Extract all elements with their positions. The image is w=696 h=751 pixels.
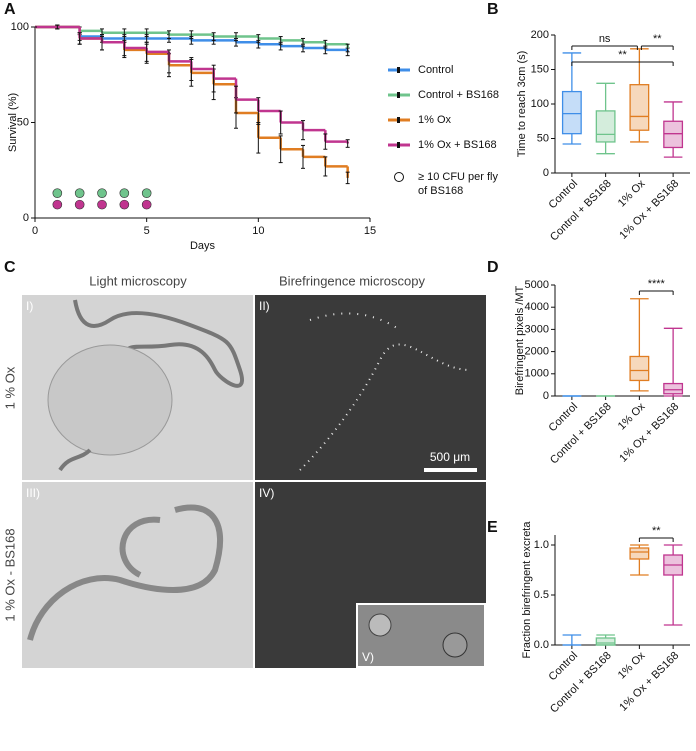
x-axis-label: Days [190,240,216,252]
y-tick-label: 4000 [525,301,549,313]
gut-shape [73,299,244,388]
significance-label: ** [652,525,661,537]
box [629,547,650,560]
cfu-marker [97,199,107,210]
box [561,90,582,135]
cfu-marker [74,199,85,210]
cfu-marker [52,188,63,198]
legend-marker [397,117,400,123]
cfu-marker [74,188,85,198]
panel-tag: V) [362,650,374,664]
y-tick-label: 5000 [525,279,549,291]
y-tick-label: 1.0 [534,539,549,551]
gut-shape [27,504,223,641]
y-tick-label: 100 [531,98,549,110]
legend-label: Control [418,64,453,76]
legend-label: Control + BS168 [418,89,499,101]
legend-marker [394,172,404,182]
column-title: Light microscopy [89,273,187,288]
legend-marker [397,92,400,98]
x-tick-label: 1% Ox [616,649,648,681]
y-tick-label: 2000 [525,346,549,358]
box [595,637,616,646]
image-birefringence [255,295,486,480]
gut-shape [47,344,173,456]
panel-tag: II) [259,299,270,313]
x-tick-label: 1% Ox [616,400,648,432]
x-tick-label: Control [546,650,580,684]
significance-label: ** [653,33,662,45]
panel-tag: I) [26,299,33,313]
legend-marker [397,67,400,73]
x-tick-label: Control + BS168 [548,650,614,716]
x-tick-label: 1% Ox [616,177,648,209]
inset-crystal [368,613,392,637]
box [663,120,684,149]
y-tick-label: 100 [11,21,29,33]
legend-label: 1% Ox [418,114,452,126]
row-label: 1 % Ox [2,366,17,409]
x-tick-label: 1% Ox + BS168 [617,401,681,465]
legend-label: of BS168 [418,185,463,197]
significance-label: ns [599,33,611,45]
x-tick-label: 1% Ox + BS168 [617,650,681,714]
panel-tag: IV) [259,486,274,500]
y-axis-label: Fraction birefringent excreta [521,521,533,659]
box [629,84,650,131]
significance-label: **** [648,278,666,290]
y-tick-label: 0 [23,212,29,224]
y-tick-label: 200 [531,29,549,41]
box [629,355,650,382]
y-axis-label: Birefringent pixels /MT [514,286,526,396]
gut-shape [58,448,92,472]
y-tick-label: 3000 [525,323,549,335]
panel-label: A [4,1,16,18]
y-axis-label: Survival (%) [7,93,19,152]
x-tick-label: 15 [364,225,376,237]
y-tick-label: 0 [543,390,549,402]
microscopy: Light microscopy Birefringence microscop… [2,273,486,668]
y-axis-label: Time to reach 3cm (s) [516,51,528,158]
column-title: Birefringence microscopy [279,273,425,288]
y-tick-label: 0.0 [534,639,549,651]
x-tick-label: Control + BS168 [548,178,614,244]
legend-label: 1% Ox + BS168 [418,139,497,151]
box [595,110,616,143]
y-tick-label: 150 [531,63,549,75]
panel-label: E [487,519,498,536]
row-label: 1 % Ox - BS168 [2,528,17,621]
scale-bar-label: 500 μm [430,450,470,464]
inset-crystal [442,632,468,658]
box [663,382,684,395]
cfu-marker [119,199,130,210]
panel-label: B [487,1,499,18]
y-tick-label: 0.5 [534,589,549,601]
cfu-marker [141,188,152,198]
cfu-marker [97,188,107,198]
cfu-marker [52,199,63,210]
cfu-marker [141,199,152,210]
y-tick-label: 0 [543,167,549,179]
x-tick-label: Control [546,178,580,212]
panel-tag: III) [26,486,40,500]
legend-label: ≥ 10 CFU per fly [418,171,499,183]
x-tick-label: 0 [32,225,38,237]
cfu-marker [119,188,130,198]
x-tick-label: 10 [252,225,264,237]
x-tick-label: Control + BS168 [548,401,614,467]
y-tick-label: 1000 [525,368,549,380]
x-tick-label: 5 [144,225,150,237]
x-tick-label: Control [546,401,580,435]
significance-label: ** [618,49,627,61]
y-tick-label: 50 [537,132,549,144]
panel-label: D [487,259,499,276]
legend-marker [397,142,400,148]
y-tick-label: 50 [17,116,29,128]
x-tick-label: 1% Ox + BS168 [617,178,681,242]
panel-label: C [4,259,16,276]
